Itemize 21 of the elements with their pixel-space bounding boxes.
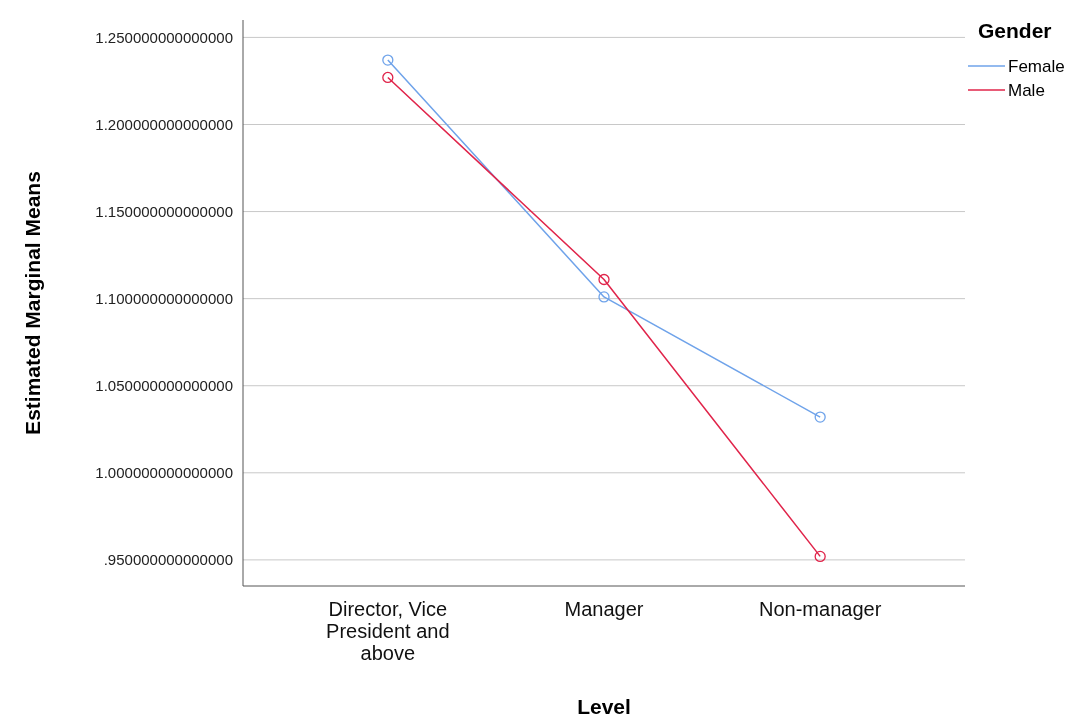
x-tick-label: Manager [564, 598, 644, 620]
y-tick-label: 1.000000000000000 [95, 464, 233, 482]
point [598, 291, 610, 303]
point [598, 273, 610, 286]
point [382, 54, 394, 66]
legend-label: Female [1008, 56, 1065, 76]
y-tick-label: 1.200000000000000 [95, 115, 233, 133]
legend-label: Male [1008, 80, 1045, 100]
y-tick-label: 1.100000000000000 [95, 289, 233, 307]
point [814, 550, 826, 563]
y-tick-label: 1.150000000000000 [95, 202, 233, 220]
y-tick-label: 1.250000000000000 [95, 28, 233, 46]
x-axis-title: Level [577, 695, 631, 718]
y-axis-title: Estimated Marginal Means [21, 171, 44, 435]
legend-title: Gender [978, 19, 1052, 42]
x-tick-label: Non-manager [759, 598, 882, 620]
point [382, 71, 394, 84]
x-tick-label: Director, Vice President and above [326, 598, 450, 664]
y-tick-label: .950000000000000 [103, 551, 233, 569]
y-tick-label: 1.050000000000000 [95, 376, 233, 394]
point [814, 411, 826, 423]
